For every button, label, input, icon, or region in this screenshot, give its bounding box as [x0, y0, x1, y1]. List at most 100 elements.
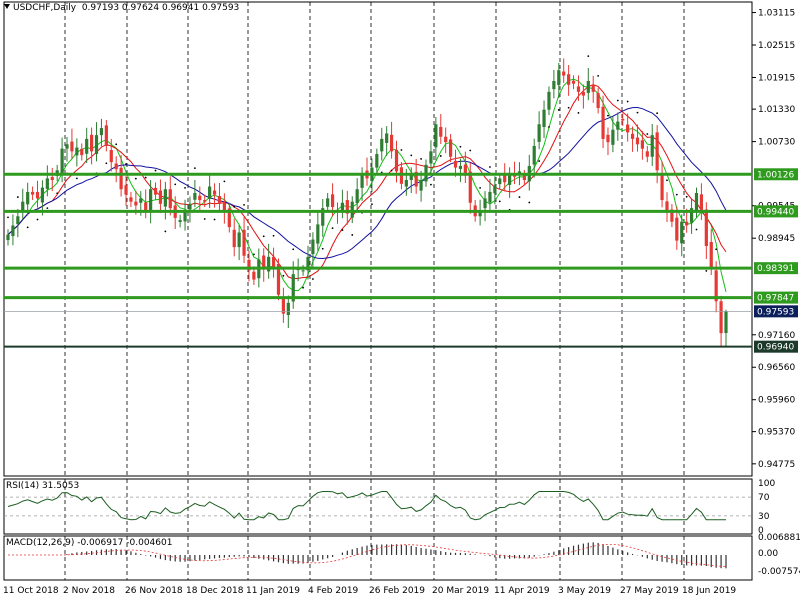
candle-body: [444, 136, 448, 143]
candle-body: [183, 210, 187, 222]
candle-body: [508, 174, 512, 185]
sar-dot: [410, 154, 413, 157]
symbol-label: USDCHF,Daily: [13, 3, 77, 13]
candle-body: [665, 201, 669, 211]
sar-dot: [282, 274, 285, 277]
candle-body: [557, 70, 561, 86]
candle-body: [262, 255, 266, 269]
candle-body: [498, 178, 502, 185]
dropdown-triangle-icon[interactable]: [4, 4, 10, 9]
level-label-box: [754, 305, 798, 318]
candle-body: [232, 229, 236, 248]
sar-dot: [479, 186, 482, 189]
candle-body: [468, 171, 472, 203]
candle-body: [626, 124, 630, 133]
rsi-header: RSI(14) 31.5053: [6, 481, 80, 491]
rsi-line: [7, 491, 726, 521]
candle-body: [616, 121, 620, 130]
candle-body: [104, 125, 108, 146]
candle-body: [75, 147, 79, 156]
candle-body: [316, 224, 320, 244]
candle-body: [16, 216, 20, 225]
sar-dot: [646, 133, 649, 135]
sar-dot: [203, 218, 206, 220]
price-tick-label: 0.97160: [758, 331, 795, 341]
candle-body: [478, 210, 482, 217]
sar-dot: [144, 176, 147, 179]
candle-body: [99, 128, 104, 136]
candle-body: [586, 81, 590, 93]
candle-body: [675, 217, 679, 241]
candle-body: [119, 167, 123, 190]
sar-dot: [577, 112, 580, 114]
sar-dot: [498, 200, 501, 203]
sar-dot: [567, 106, 570, 109]
candle-body: [286, 302, 290, 316]
macd-tick-label: 0.00: [758, 549, 778, 559]
candle-body: [30, 191, 35, 195]
candle-body: [326, 198, 330, 207]
date-tick-label: 18 Dec 2018: [186, 586, 244, 596]
price-tick-label: 0.96560: [758, 363, 795, 373]
candle-body: [35, 191, 40, 199]
macd-tick-label: -0.007574: [758, 567, 800, 577]
candle-body: [463, 164, 467, 176]
candle-body: [596, 93, 600, 109]
level-label: 0.97847: [757, 294, 794, 304]
rsi-tick-label: 70: [758, 493, 770, 503]
candle-body: [40, 187, 45, 203]
level-label-box: [754, 291, 798, 304]
sar-dot: [390, 169, 393, 172]
candle-body: [149, 189, 153, 213]
price-tick-label: 0.94775: [758, 460, 795, 470]
sar-dot: [626, 100, 629, 103]
sar-dot: [75, 177, 78, 180]
ohlc-readout: 0.97193 0.97624 0.96941 0.97593: [81, 3, 240, 13]
candle-body: [375, 154, 379, 168]
candle-body: [724, 311, 728, 333]
price-tick-label: 1.01915: [758, 73, 795, 83]
macd-tick-label: 0.006881: [758, 533, 800, 543]
date-tick-label: 27 May 2019: [620, 586, 679, 596]
sar-dot: [666, 179, 668, 182]
date-tick-label: 11 Oct 2018: [3, 586, 59, 596]
sar-dot: [213, 218, 216, 221]
level-label-box: [754, 205, 798, 218]
candle-body: [601, 106, 605, 139]
candle-body: [434, 124, 438, 148]
candle-body: [689, 208, 694, 223]
candle-body: [621, 118, 625, 121]
candle-body: [449, 139, 453, 157]
candle-body: [168, 189, 172, 209]
candle-body: [85, 138, 89, 154]
price-tick-label: 1.00730: [758, 138, 795, 148]
sar-dot: [675, 193, 678, 196]
sar-dot: [312, 278, 314, 280]
sar-dot: [233, 205, 236, 208]
sar-dot: [528, 201, 531, 204]
sar-dot: [400, 149, 403, 151]
candle-body: [360, 174, 364, 188]
candle-body: [212, 190, 217, 195]
sar-dot: [331, 227, 334, 230]
sar-dot: [715, 248, 718, 251]
sar-dot: [272, 234, 275, 237]
macd-header: MACD(12,26,9) -0.006917 -0.004601: [6, 538, 173, 548]
candle-body: [242, 229, 246, 256]
candle-body: [198, 195, 202, 201]
candle-body: [439, 126, 443, 137]
candle-body: [567, 74, 571, 85]
sar-dot: [125, 163, 127, 165]
sar-dot: [341, 229, 344, 231]
candle-body: [655, 132, 659, 171]
candle-body: [153, 187, 158, 195]
candle-body: [311, 239, 315, 255]
ma-line-10: [7, 84, 727, 280]
date-tick-label: 4 Feb 2019: [308, 586, 359, 596]
sar-dot: [154, 169, 157, 172]
date-tick-label: 3 May 2019: [558, 586, 611, 596]
sar-dot: [518, 196, 521, 198]
candle-body: [704, 209, 708, 247]
